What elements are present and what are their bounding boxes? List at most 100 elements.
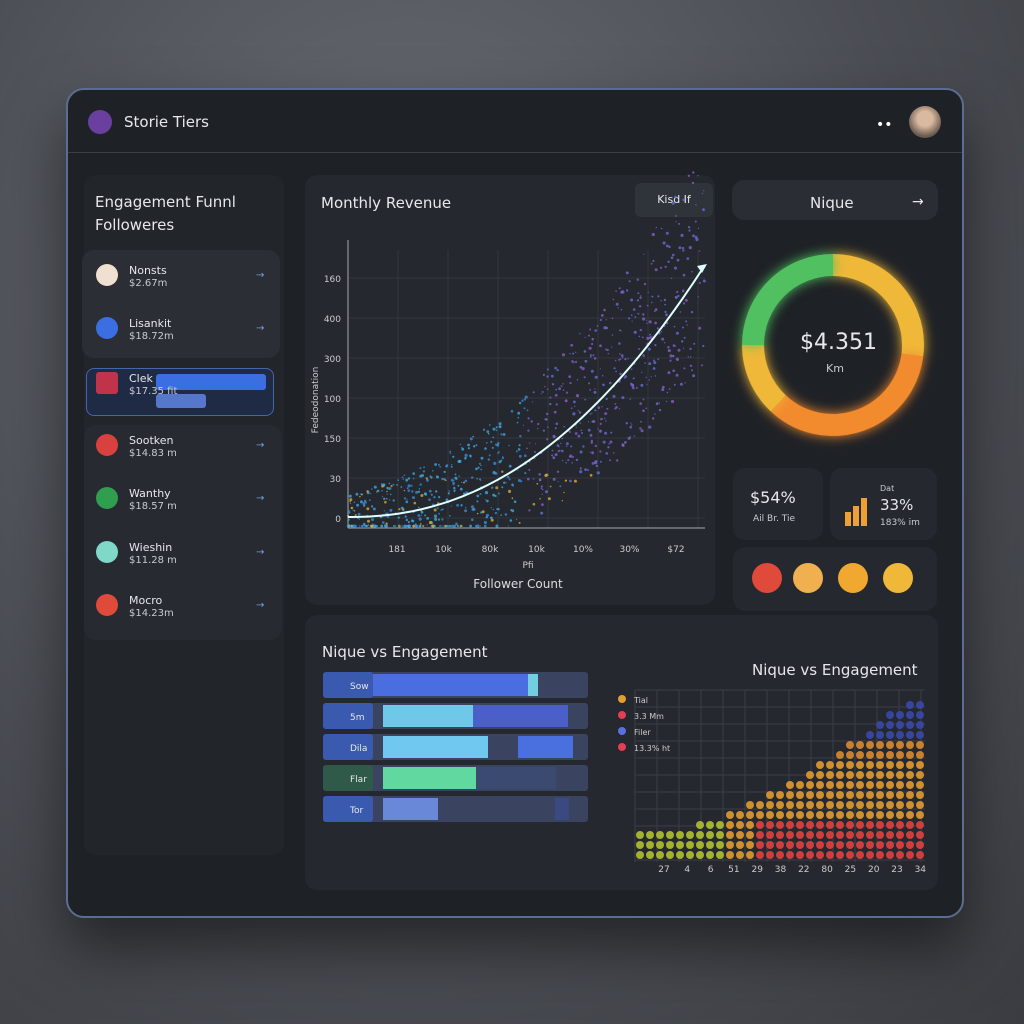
- y-tick-label: 30: [330, 475, 342, 485]
- heat-dot: [856, 781, 864, 789]
- scatter-dot: [481, 510, 485, 514]
- scatter-dot: [569, 479, 572, 483]
- heat-dot: [896, 811, 904, 819]
- heat-dot: [796, 791, 804, 799]
- scatter-dot: [461, 481, 463, 483]
- heat-dot: [636, 831, 644, 839]
- scatter-dot: [619, 372, 622, 376]
- heat-dot: [876, 801, 884, 809]
- heat-dot: [896, 841, 904, 849]
- scatter-dot: [667, 346, 670, 349]
- heat-dot: [756, 831, 764, 839]
- scatter-dot: [591, 451, 595, 455]
- scatter-dot: [645, 376, 647, 379]
- scatter-dot: [619, 358, 622, 360]
- scatter-dot: [353, 510, 356, 512]
- scatter-dot: [495, 426, 498, 429]
- heat-dot: [846, 831, 854, 839]
- scatter-dot: [545, 418, 548, 421]
- scatter-dot: [500, 514, 503, 516]
- avatar[interactable]: [909, 106, 941, 138]
- scatter-dot: [537, 427, 539, 430]
- trend-arrow: [697, 264, 707, 273]
- heat-dot: [826, 841, 834, 849]
- heat-dot: [826, 781, 834, 789]
- scatter-dot: [501, 470, 504, 473]
- scatter-dot: [570, 407, 573, 410]
- scatter-dot: [664, 310, 667, 314]
- heat-dot: [896, 801, 904, 809]
- x-tick-label: 10k: [435, 545, 452, 555]
- scatter-dot: [673, 383, 676, 386]
- heat-dot: [916, 731, 924, 739]
- scatter-dot: [544, 490, 548, 494]
- scatter-dot: [653, 359, 655, 362]
- item-icon: [96, 372, 118, 394]
- scatter-dot: [373, 485, 377, 489]
- scatter-dot: [517, 448, 521, 451]
- scatter-dot: [508, 478, 511, 481]
- heat-dot: [876, 781, 884, 789]
- scatter-dot: [463, 481, 465, 484]
- bar-tile: [323, 703, 373, 729]
- scatter-dot: [615, 290, 617, 292]
- scatter-dot: [615, 302, 619, 306]
- scatter-dot: [565, 445, 568, 447]
- scatter-dot: [594, 409, 597, 412]
- heat-dot: [906, 701, 914, 709]
- scatter-dot: [702, 192, 704, 194]
- legend-label: 13.3% ht: [634, 744, 670, 753]
- scatter-dot: [513, 500, 517, 504]
- scatter-dot: [404, 515, 407, 518]
- scatter-dot: [665, 400, 668, 403]
- scatter-dot: [498, 425, 502, 429]
- item-arrow: →: [256, 440, 265, 451]
- scatter-dot: [575, 458, 579, 462]
- donut-value: $4.351: [800, 330, 877, 355]
- revenue-button[interactable]: Kisd If: [635, 183, 713, 217]
- scatter-dot: [556, 444, 560, 447]
- scatter-dot: [594, 329, 597, 332]
- scatter-dot: [637, 292, 640, 295]
- scatter-dot: [423, 493, 426, 495]
- scatter-dot: [702, 208, 705, 212]
- scatter-dot: [464, 479, 468, 483]
- scatter-dot: [553, 410, 557, 414]
- scatter-dot: [450, 465, 453, 468]
- scatter-dot: [622, 357, 624, 359]
- scatter-dot: [552, 456, 556, 460]
- heat-dot: [856, 801, 864, 809]
- scatter-dot: [438, 463, 440, 466]
- scatter-dot: [674, 266, 677, 270]
- scatter-dot: [579, 422, 582, 425]
- heat-dot: [736, 811, 744, 819]
- scatter-dot: [681, 246, 685, 250]
- y-tick-label: 300: [324, 355, 341, 365]
- heat-dot: [646, 841, 654, 849]
- scatter-dot: [561, 459, 564, 462]
- scatter-dot: [557, 480, 559, 483]
- menu-dots[interactable]: ••: [876, 117, 893, 133]
- heat-dot: [796, 841, 804, 849]
- heat-dot: [746, 821, 754, 829]
- scatter-dot: [486, 430, 490, 433]
- scatter-dot: [572, 352, 575, 355]
- scatter-dot: [423, 466, 425, 469]
- heat-dot: [756, 801, 764, 809]
- scatter-dot: [617, 307, 619, 309]
- scatter-dot: [562, 389, 565, 391]
- niche-header[interactable]: [732, 180, 938, 220]
- scatter-dot: [658, 408, 662, 412]
- heat-dot: [796, 821, 804, 829]
- scatter-dot: [639, 296, 642, 299]
- heat-dot: [816, 851, 824, 859]
- scatter-dot: [646, 304, 649, 307]
- scatter-dot: [627, 436, 631, 440]
- scatter-dot: [629, 425, 632, 429]
- scatter-dot: [453, 486, 456, 490]
- scatter-dot: [589, 389, 591, 391]
- scatter-dot: [436, 507, 439, 510]
- scatter-dot: [479, 493, 482, 495]
- scatter-dot: [649, 333, 651, 336]
- scatter-dot: [610, 431, 613, 434]
